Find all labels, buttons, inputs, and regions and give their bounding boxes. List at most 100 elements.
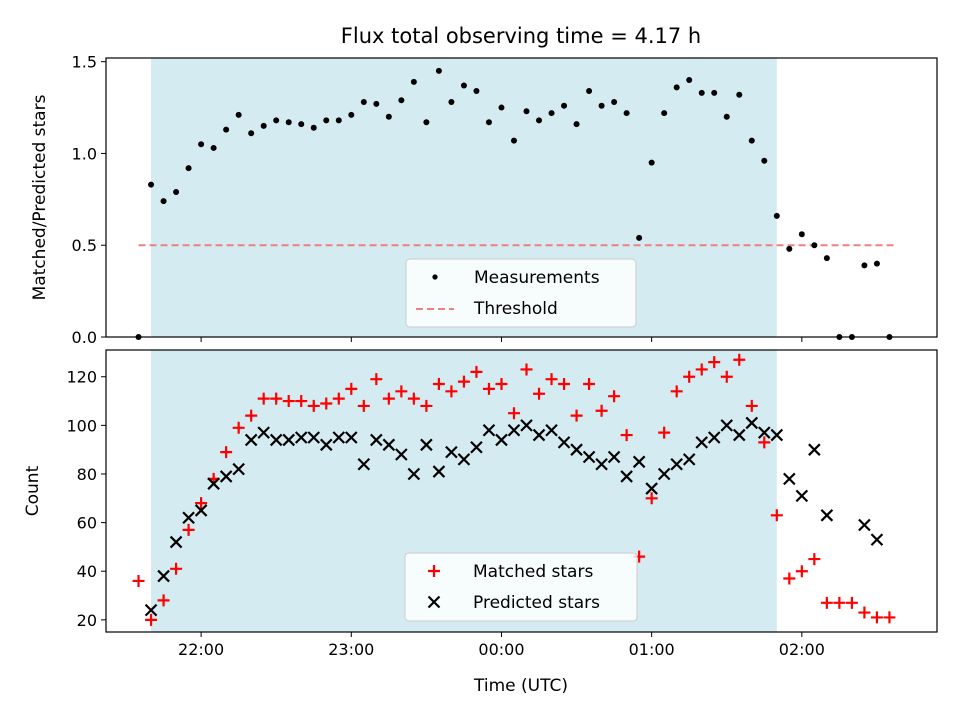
predicted-star-point xyxy=(707,431,721,444)
matched-star-point xyxy=(295,395,308,408)
predicted-star-point xyxy=(783,472,796,486)
measurement-point xyxy=(686,77,693,84)
matched-star-point xyxy=(670,385,683,398)
predicted-star-point xyxy=(682,453,696,466)
predicted-star-point xyxy=(357,457,371,471)
measurement-point xyxy=(798,231,805,238)
matched-star-point xyxy=(407,392,420,405)
measurement-point xyxy=(586,88,593,95)
predicted-star-point xyxy=(732,428,746,442)
measurement-point xyxy=(160,198,167,205)
matched-star-point xyxy=(720,370,733,383)
matched-star-point xyxy=(345,382,358,395)
measurement-point xyxy=(373,100,380,107)
predicted-star-point xyxy=(182,511,195,525)
measurement-point xyxy=(473,88,480,95)
predicted-star-point xyxy=(232,462,245,476)
y-tick-label: 120 xyxy=(66,368,97,387)
matched-star-point xyxy=(583,378,596,391)
x-tick-label: 22:00 xyxy=(178,640,224,659)
axes-frame xyxy=(105,349,938,633)
legend-label: Measurements xyxy=(474,268,600,288)
predicted-star-point xyxy=(858,518,871,532)
predicted-star-point xyxy=(595,457,608,471)
x-tick-label: 00:00 xyxy=(478,640,524,659)
measurement-point xyxy=(861,262,868,269)
matched-star-point xyxy=(257,392,270,405)
measurement-point xyxy=(773,212,780,219)
matched-star-point xyxy=(357,399,370,412)
matched-star-point xyxy=(282,395,295,408)
measurement-point xyxy=(561,102,568,109)
predicted-star-point xyxy=(645,482,658,495)
predicted-star-point xyxy=(520,419,533,432)
predicted-star-point xyxy=(557,436,571,449)
x-tick-label: 23:00 xyxy=(328,640,374,659)
predicted-star-point xyxy=(395,448,408,461)
predicted-star-point xyxy=(282,433,295,447)
y-tick-label: 60 xyxy=(77,514,97,533)
predicted-star-point xyxy=(820,509,834,522)
y-tick-label: 80 xyxy=(77,465,97,484)
measurement-point xyxy=(548,110,555,117)
predicted-star-point xyxy=(219,470,233,483)
predicted-star-point xyxy=(157,569,170,583)
matched-star-point xyxy=(708,356,721,369)
predicted-star-point xyxy=(294,431,308,444)
y-tick-label: 1.5 xyxy=(72,53,97,72)
matched-star-point xyxy=(558,378,571,391)
chart-title: Flux total observing time = 4.17 h xyxy=(341,24,701,48)
measurement-point xyxy=(636,234,643,241)
legend-label: Threshold xyxy=(473,299,558,319)
measurement-point xyxy=(173,188,180,195)
measurement-point xyxy=(335,117,342,124)
measurement-point xyxy=(435,67,442,74)
measurement-point xyxy=(761,157,768,164)
measurement-point xyxy=(723,113,730,120)
measurement-point xyxy=(423,119,430,126)
predicted-star-point xyxy=(307,431,321,444)
measurement-point xyxy=(198,141,205,148)
legend-label: Predicted stars xyxy=(473,593,600,613)
measurement-point xyxy=(673,84,680,91)
measurement-point xyxy=(410,78,417,85)
plot-area xyxy=(132,353,896,626)
matched-star-point xyxy=(545,373,558,386)
measurement-point xyxy=(248,130,255,137)
measurement-point xyxy=(310,124,317,131)
matched-star-point xyxy=(182,523,195,536)
measurement-point xyxy=(823,255,830,262)
matched-star-point xyxy=(745,399,758,412)
predicted-star-point xyxy=(870,533,884,546)
matched-star-point xyxy=(733,353,746,366)
x-tick-label: 01:00 xyxy=(629,640,675,659)
matched-star-point xyxy=(395,385,408,398)
y-tick-label: 20 xyxy=(77,611,97,630)
predicted-star-point xyxy=(507,423,521,437)
predicted-star-point xyxy=(670,457,683,471)
predicted-star-point xyxy=(169,535,183,549)
measurement-point xyxy=(748,137,755,144)
matched-star-point xyxy=(270,392,283,405)
matched-star-point xyxy=(858,606,871,619)
measurement-point xyxy=(260,122,267,129)
matched-star-point xyxy=(195,497,208,510)
matched-star-point xyxy=(795,565,808,578)
matched-star-point xyxy=(220,446,233,459)
matched-star-point xyxy=(370,373,383,386)
y-axis-label: Matched/Predicted stars xyxy=(30,94,50,300)
measurement-point xyxy=(598,102,605,109)
matched-star-point xyxy=(332,392,345,405)
matched-star-point xyxy=(883,611,896,624)
predicted-star-point xyxy=(545,423,558,437)
y-tick-label: 0.5 xyxy=(72,236,97,255)
y-tick-label: 100 xyxy=(66,416,97,435)
measurement-point xyxy=(648,159,655,166)
measurement-point xyxy=(460,82,467,89)
predicted-star-point xyxy=(332,431,346,444)
measurement-point xyxy=(210,144,217,151)
predicted-star-point xyxy=(482,423,496,437)
matched-star-point xyxy=(783,572,796,585)
predicted-star-point xyxy=(382,438,396,452)
